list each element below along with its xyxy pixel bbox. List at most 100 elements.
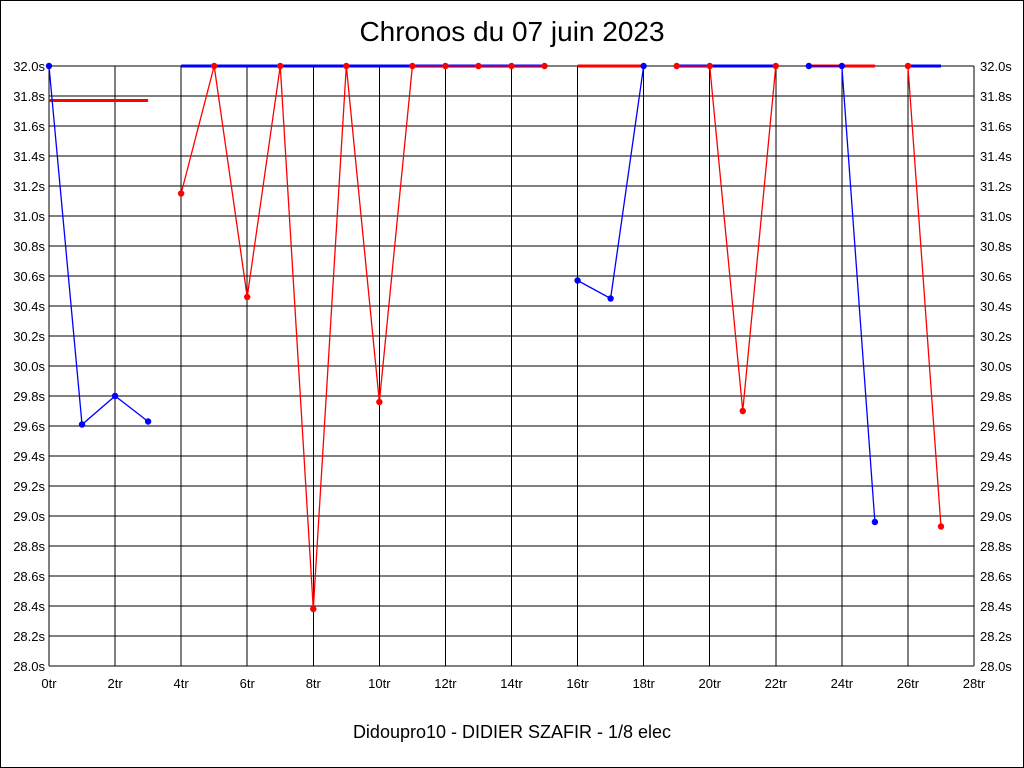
series-line: [907, 65, 942, 527]
data-point: [706, 62, 713, 70]
series-line: [48, 65, 149, 426]
y-axis-right: 28.0s 28.2s 28.4s 28.6s 28.8s 29.0s 29.2s 29.4s…: [980, 59, 1012, 674]
data-point: [772, 62, 779, 70]
x-tick-label: 12tr: [434, 676, 457, 691]
y-tick-label-right: 30.6s: [980, 269, 1012, 284]
data-point: [111, 392, 119, 400]
x-tick-label: 28tr: [963, 676, 986, 691]
y-tick-label-right: 30.4s: [980, 299, 1012, 314]
data-point: [177, 190, 185, 197]
y-tick-label-right: 29.2s: [980, 479, 1012, 494]
y-tick-label-left: 32.0s: [13, 59, 45, 74]
chart-points: [45, 62, 945, 613]
data-point: [838, 62, 846, 70]
series-line: [180, 65, 545, 610]
data-point: [607, 295, 614, 302]
y-tick-label-left: 29.6s: [13, 419, 45, 434]
data-point: [78, 421, 86, 428]
data-point: [144, 418, 152, 425]
data-point: [210, 62, 218, 70]
data-point: [871, 518, 879, 526]
y-tick-label-left: 30.8s: [13, 239, 45, 254]
x-tick-label: 8tr: [306, 676, 322, 691]
y-tick-label-right: 29.6s: [980, 419, 1012, 434]
chart-subtitle: Didoupro10 - DIDIER SZAFIR - 1/8 elec: [352, 722, 672, 742]
y-tick-label-left: 31.2s: [13, 179, 45, 194]
x-tick-label: 0tr: [41, 676, 57, 691]
y-tick-label-left: 30.2s: [13, 329, 45, 344]
series-line: [676, 65, 777, 412]
y-tick-label-left: 29.2s: [13, 479, 45, 494]
y-axis-left: 28.0s 28.2s 28.4s 28.6s 28.8s 29.0s 29.2s 29.4s…: [13, 59, 45, 674]
y-tick-label-right: 29.0s: [980, 509, 1012, 524]
x-tick-label: 6tr: [240, 676, 256, 691]
chart-series: [48, 65, 942, 610]
data-point: [541, 62, 548, 70]
y-tick-label-left: 28.8s: [13, 539, 45, 554]
chart-title: Chronos du 07 juin 2023: [359, 16, 665, 47]
y-tick-label-left: 30.4s: [13, 299, 45, 314]
y-tick-label-right: 30.8s: [980, 239, 1012, 254]
data-point: [640, 62, 647, 70]
y-tick-label-right: 31.8s: [980, 89, 1012, 104]
y-tick-label-right: 30.0s: [980, 359, 1012, 374]
data-point: [244, 293, 251, 301]
y-tick-label-right: 28.8s: [980, 539, 1012, 554]
data-point: [475, 62, 482, 70]
x-tick-label: 16tr: [566, 676, 589, 691]
data-point: [310, 605, 317, 613]
y-tick-label-right: 28.2s: [980, 629, 1012, 644]
y-tick-label-left: 28.0s: [13, 659, 45, 674]
x-tick-label: 24tr: [831, 676, 854, 691]
data-point: [343, 62, 350, 70]
y-tick-label-left: 28.4s: [13, 599, 45, 614]
y-tick-label-right: 31.4s: [980, 149, 1012, 164]
data-point: [45, 62, 53, 70]
y-tick-label-left: 31.4s: [13, 149, 45, 164]
data-point: [376, 398, 383, 406]
data-point: [277, 62, 284, 70]
data-point: [574, 277, 581, 284]
y-tick-label-left: 28.6s: [13, 569, 45, 584]
y-tick-label-left: 31.8s: [13, 89, 45, 104]
y-tick-label-left: 30.6s: [13, 269, 45, 284]
chart-segments: [49, 64, 941, 102]
data-point: [805, 62, 813, 70]
y-tick-label-right: 32.0s: [980, 59, 1012, 74]
y-tick-label-left: 31.0s: [13, 209, 45, 224]
x-tick-label: 22tr: [765, 676, 788, 691]
y-tick-label-left: 29.8s: [13, 389, 45, 404]
y-tick-label-left: 28.2s: [13, 629, 45, 644]
x-tick-label: 14tr: [500, 676, 523, 691]
y-tick-label-right: 31.0s: [980, 209, 1012, 224]
y-tick-label-left: 29.0s: [13, 509, 45, 524]
y-tick-label-right: 28.4s: [980, 599, 1012, 614]
chart-grid: [48, 65, 975, 667]
y-tick-label-right: 31.2s: [980, 179, 1012, 194]
y-tick-label-left: 31.6s: [13, 119, 45, 134]
data-point: [442, 62, 449, 70]
data-point: [409, 62, 416, 70]
data-point: [508, 62, 515, 70]
data-point: [904, 62, 912, 70]
data-point: [937, 523, 945, 530]
x-tick-label: 26tr: [897, 676, 920, 691]
x-tick-label: 10tr: [368, 676, 391, 691]
y-tick-label-right: 28.0s: [980, 659, 1012, 674]
y-tick-label-right: 29.8s: [980, 389, 1012, 404]
y-tick-label-left: 30.0s: [13, 359, 45, 374]
data-point: [739, 407, 746, 415]
x-tick-label: 4tr: [174, 676, 190, 691]
data-point: [673, 62, 680, 70]
y-tick-label-left: 29.4s: [13, 449, 45, 464]
x-tick-label: 18tr: [632, 676, 655, 691]
y-tick-label-right: 28.6s: [980, 569, 1012, 584]
series-line: [577, 65, 645, 300]
x-tick-label: 20tr: [699, 676, 722, 691]
y-tick-label-right: 31.6s: [980, 119, 1012, 134]
x-axis: 0tr 2tr 4tr 6tr 8tr 10tr 12tr 14tr 16tr 18tr 20tr 2…: [41, 676, 985, 691]
y-tick-label-right: 29.4s: [980, 449, 1012, 464]
x-tick-label: 2tr: [107, 676, 123, 691]
y-tick-label-right: 30.2s: [980, 329, 1012, 344]
